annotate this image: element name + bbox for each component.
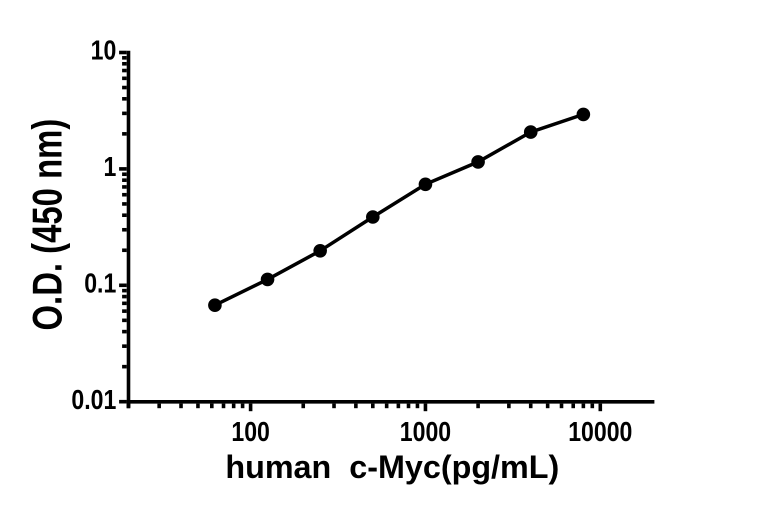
svg-text:0.1: 0.1: [84, 268, 116, 298]
svg-text:100: 100: [231, 417, 269, 447]
svg-text:human c-Myc(pg/mL): human c-Myc(pg/mL): [225, 449, 559, 485]
svg-text:1000: 1000: [400, 417, 451, 447]
svg-text:1: 1: [103, 152, 116, 182]
svg-text:10: 10: [91, 36, 117, 66]
svg-text:O.D. (450 nm): O.D. (450 nm): [24, 119, 71, 331]
svg-text:10000: 10000: [568, 417, 632, 447]
svg-text:0.01: 0.01: [71, 385, 116, 415]
